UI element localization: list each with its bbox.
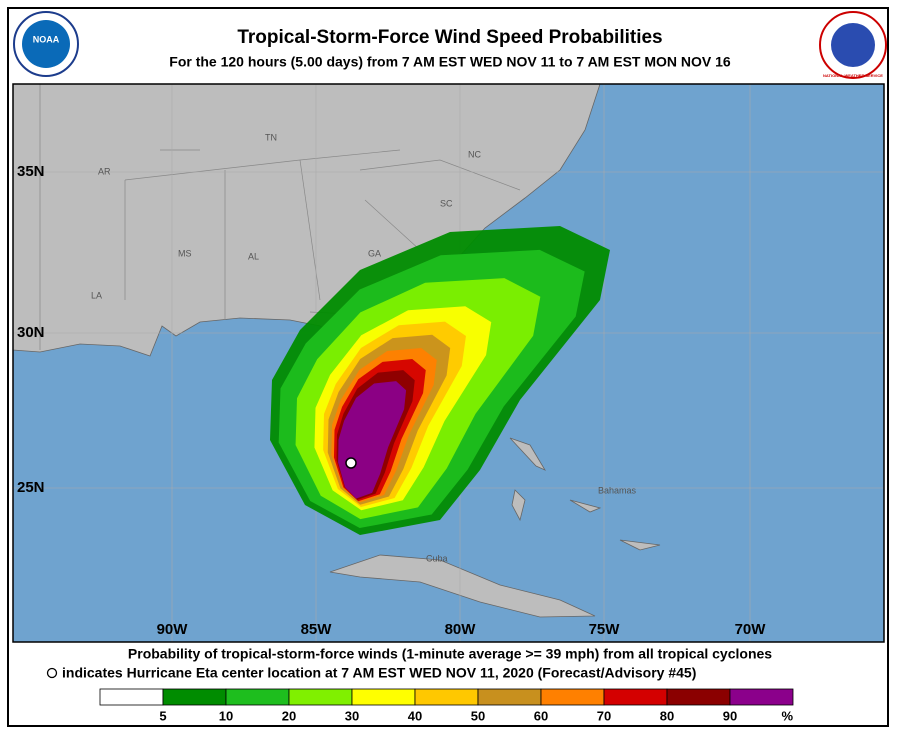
legend-swatch [162,688,227,706]
legend-unit: % [781,708,793,723]
islands [509,437,661,551]
lat-label: 30N [17,324,45,341]
lat-label: 35N [17,163,45,180]
legend-swatch [288,688,353,706]
legend-label: 10 [219,708,233,723]
map-frame [12,83,885,643]
lon-label: 75W [589,621,621,638]
lon-label: 85W [301,621,333,638]
lon-label: 90W [157,621,189,638]
legend-swatch [414,688,479,706]
legend-label: 30 [345,708,359,723]
state-label: LA [91,290,102,300]
cuba [329,554,596,618]
state-label: GA [368,248,381,258]
subtitle: For the 120 hours (5.00 days) from 7 AM … [169,54,731,70]
legend: 5 10 20 30 40 50 60 70 80 90% [99,688,794,723]
state-label: TN [265,132,277,142]
legend-swatch [603,688,668,706]
lat-label: 25N [17,479,45,496]
caption-marker [46,667,58,679]
legend-swatch [225,688,290,706]
nws-logo: NATIONAL WEATHER SERVICE [819,11,887,79]
legend-swatch [666,688,731,706]
state-label: MS [178,248,192,258]
probability-contours [270,226,610,535]
legend-label: 20 [282,708,296,723]
lon-label: 70W [735,621,767,638]
legend-label: 40 [408,708,422,723]
legend-label: 90 [723,708,737,723]
state-label: SC [440,198,453,208]
lon-label: 80W [445,621,477,638]
map: AR TN NC MS AL GA SC LA Bahamas Cuba 35N… [12,83,885,643]
noaa-logo: NOAA [13,11,79,77]
legend-label: 5 [159,708,166,723]
storm-center [345,457,357,469]
caption-line: Probability of tropical-storm-force wind… [128,646,772,662]
nws-text: NATIONAL WEATHER SERVICE [823,73,883,78]
legend-swatch [351,688,416,706]
legend-label: 80 [660,708,674,723]
place-label: Bahamas [598,485,637,495]
state-label: AR [98,166,111,176]
state-label: NC [468,149,481,159]
place-label: Cuba [426,553,448,563]
legend-label: 70 [597,708,611,723]
legend-swatch [477,688,542,706]
legend-label: 50 [471,708,485,723]
state-label: AL [248,251,259,261]
contour [338,381,407,499]
legend-swatch [540,688,605,706]
legend-label: 60 [534,708,548,723]
legend-swatch [729,688,794,706]
noaa-text: NOAA [33,34,60,44]
caption-line: indicates Hurricane Eta center location … [62,665,696,681]
title: Tropical-Storm-Force Wind Speed Probabil… [237,27,662,48]
legend-swatch [99,688,164,706]
